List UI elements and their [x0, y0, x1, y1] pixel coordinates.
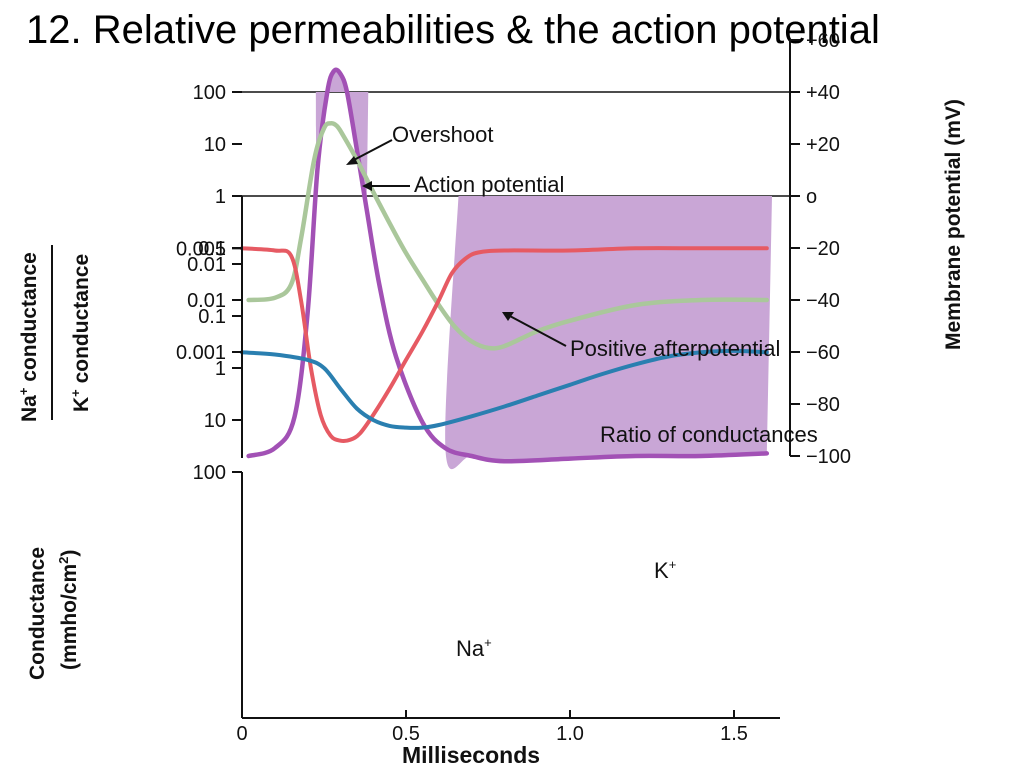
ratio-tick-label: 0.1 — [198, 238, 226, 260]
ratio-axis-numerator: Na+ conductance — [16, 252, 41, 422]
k-series-label: K+ — [654, 557, 676, 583]
x-axis-label: Milliseconds — [402, 742, 540, 768]
overshoot-arrowhead — [346, 156, 358, 165]
overshoot-shading — [315, 69, 369, 209]
afterpotential-arrow — [507, 314, 567, 347]
k-conductance-line — [240, 348, 769, 430]
na-conductance-line — [240, 246, 769, 444]
series-lines — [240, 67, 770, 464]
conductance-tick-label: 1 — [215, 358, 226, 380]
afterpotential-arrowhead — [502, 312, 514, 321]
ratio-annotation: Ratio of conductances — [600, 422, 818, 447]
conductance-tick-label: 0.005 — [176, 238, 226, 260]
mv-tick-label: −20 — [806, 238, 840, 260]
mv-tick-label: +40 — [806, 82, 840, 104]
ratio-tick-label: 0.01 — [187, 290, 226, 312]
membrane-potential-line — [246, 67, 770, 464]
conductance-tick-label: 0.1 — [198, 306, 226, 328]
ratio-axis-denominator: K+ conductance — [68, 254, 93, 412]
ratio-tick-label: 10 — [204, 134, 226, 156]
action-potential-annotation: Action potential — [414, 172, 564, 197]
mv-tick-label: o — [806, 186, 817, 208]
mv-tick-label: −60 — [806, 342, 840, 364]
membrane-potential-axis-label: Membrane potential (mV) — [942, 99, 965, 350]
mv-tick-label: −100 — [806, 446, 851, 468]
overshoot-annotation: Overshoot — [392, 122, 494, 147]
slide-title: 12. Relative permeabilities & the action… — [26, 8, 880, 52]
conductance-axis-label-1: Conductance — [26, 547, 49, 680]
potential-fills — [315, 69, 772, 470]
ratio-tick-label: 100 — [193, 82, 226, 104]
axes — [232, 39, 800, 719]
x-tick-label: 1.5 — [720, 723, 748, 745]
mv-tick-label: +20 — [806, 134, 840, 156]
conductance-tick-label: 0.01 — [187, 254, 226, 276]
x-tick-label: 0.5 — [392, 723, 420, 745]
overshoot-arrow — [349, 139, 393, 163]
ratio-tick-label: 0.001 — [176, 342, 226, 364]
mv-tick-label: −80 — [806, 394, 840, 416]
action-potential-arrowhead — [362, 181, 372, 191]
x-tick-label: 0 — [236, 723, 247, 745]
conductance-axis-label-2: (mmho/cm2) — [56, 550, 81, 670]
mv-tick-label: −40 — [806, 290, 840, 312]
mv-tick-label: +60 — [806, 30, 840, 52]
conductance-ratio-line — [246, 120, 770, 351]
na-series-label: Na+ — [456, 635, 492, 661]
conductance-tick-label: 10 — [204, 410, 226, 432]
x-tick-label: 1.0 — [556, 723, 584, 745]
ratio-tick-label: 1 — [215, 186, 226, 208]
conductance-tick-label: 100 — [193, 462, 226, 484]
afterpotential-annotation-1: Positive afterpotential — [570, 336, 780, 361]
